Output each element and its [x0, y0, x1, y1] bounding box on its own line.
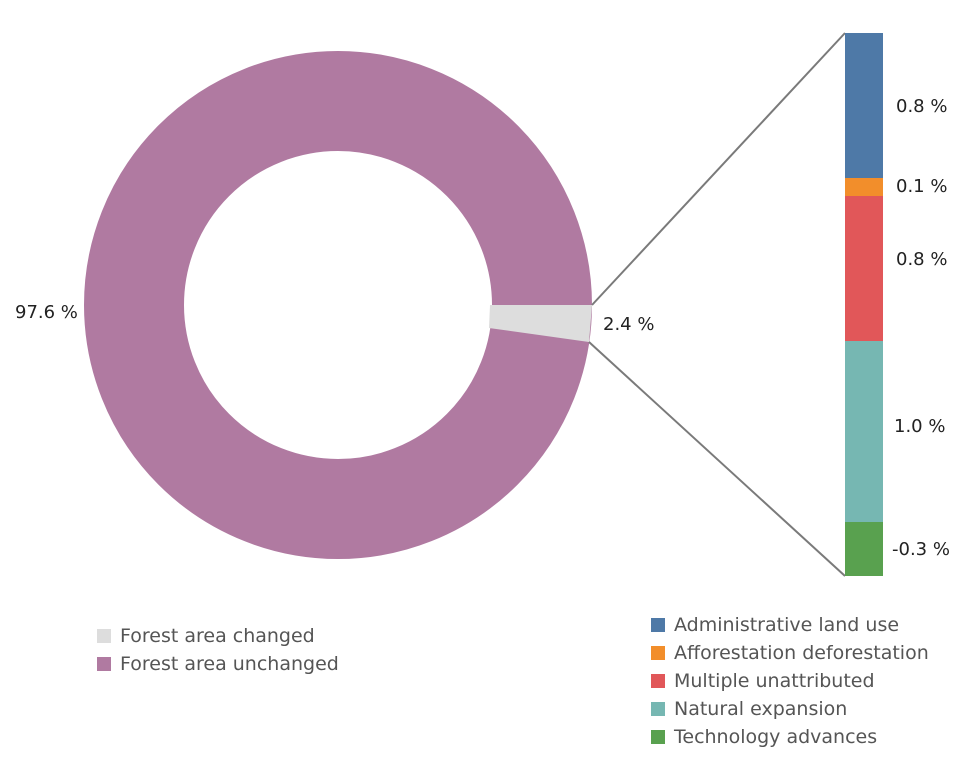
bar-segment-technology[interactable]: [845, 522, 883, 576]
legend-label: Technology advances: [674, 726, 878, 748]
legend-item-multiple[interactable]: Multiple unattributed: [651, 667, 929, 695]
legend-label: Multiple unattributed: [674, 670, 875, 692]
bar-label-technology: -0.3 %: [892, 539, 950, 560]
legend-item-changed[interactable]: Forest area changed: [97, 622, 339, 650]
legend-label: Forest area unchanged: [120, 653, 339, 675]
swatch-afforestation: [651, 646, 665, 660]
bar-segment-natural[interactable]: [845, 341, 883, 522]
bar-label-afforestation: 0.1 %: [896, 176, 948, 197]
legend-item-afforestation[interactable]: Afforestation deforestation: [651, 639, 929, 667]
legend-label: Natural expansion: [674, 698, 848, 720]
bar-label-natural: 1.0 %: [894, 416, 946, 437]
legend-item-natural[interactable]: Natural expansion: [651, 695, 929, 723]
swatch-technology: [651, 730, 665, 744]
donut-label-unchanged: 97.6 %: [15, 302, 78, 323]
donut-slice-unchanged[interactable]: [84, 51, 592, 559]
donut-label-changed: 2.4 %: [603, 314, 655, 335]
connector-line-bottom: [588, 341, 846, 577]
swatch-administrative: [651, 618, 665, 632]
legend-label: Forest area changed: [120, 625, 315, 647]
donut-slice-changed[interactable]: [489, 305, 592, 342]
bar-label-administrative: 0.8 %: [896, 96, 948, 117]
swatch-multiple: [651, 674, 665, 688]
bar-segment-multiple[interactable]: [845, 196, 883, 341]
bar-label-multiple: 0.8 %: [896, 249, 948, 270]
legend-label: Administrative land use: [674, 614, 900, 636]
bar-segment-administrative[interactable]: [845, 33, 883, 178]
swatch-changed: [97, 629, 111, 643]
connector-line-top: [591, 32, 846, 306]
legend-item-administrative[interactable]: Administrative land use: [651, 611, 929, 639]
legend-donut: Forest area changed Forest area unchange…: [97, 622, 339, 678]
swatch-unchanged: [97, 657, 111, 671]
swatch-natural: [651, 702, 665, 716]
legend-bar: Administrative land use Afforestation de…: [651, 611, 929, 751]
legend-label: Afforestation deforestation: [674, 642, 929, 664]
legend-item-unchanged[interactable]: Forest area unchanged: [97, 650, 339, 678]
legend-item-technology[interactable]: Technology advances: [651, 723, 929, 751]
bar-segment-afforestation[interactable]: [845, 178, 883, 196]
